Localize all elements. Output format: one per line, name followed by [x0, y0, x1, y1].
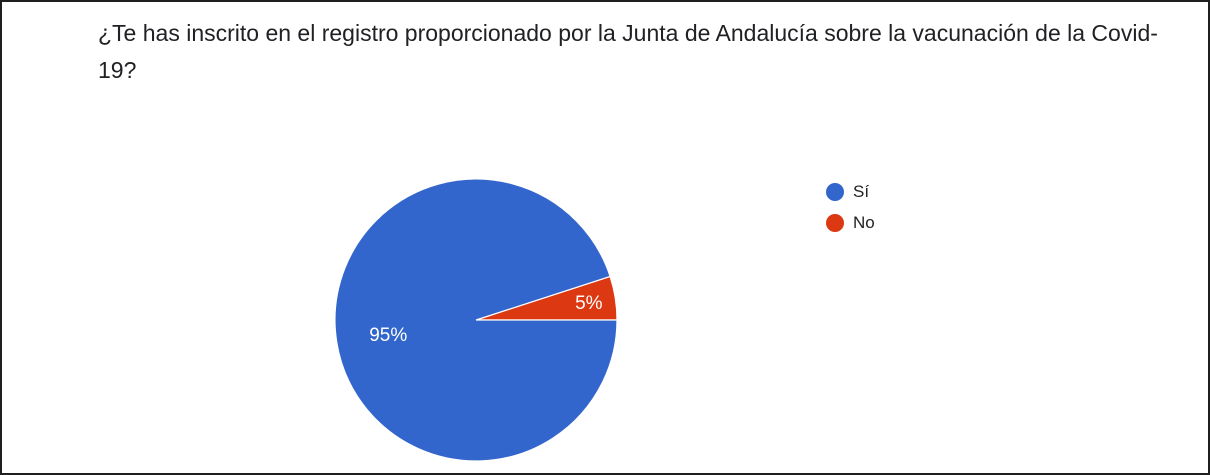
pie-slice-si[interactable] [334, 178, 618, 462]
legend-swatch-no [826, 214, 844, 232]
legend-label-si: Sí [853, 182, 870, 201]
pie-label-no: 5% [575, 293, 603, 314]
question-title: ¿Te has inscrito en el registro proporci… [98, 20, 1158, 83]
legend-swatch-si [826, 183, 844, 201]
legend-label-no: No [853, 213, 875, 232]
chart-legend: Sí No [826, 177, 875, 239]
legend-item-no[interactable]: No [826, 208, 875, 238]
legend-item-si[interactable]: Sí [826, 177, 875, 207]
pie-label-si: 95% [369, 325, 407, 346]
